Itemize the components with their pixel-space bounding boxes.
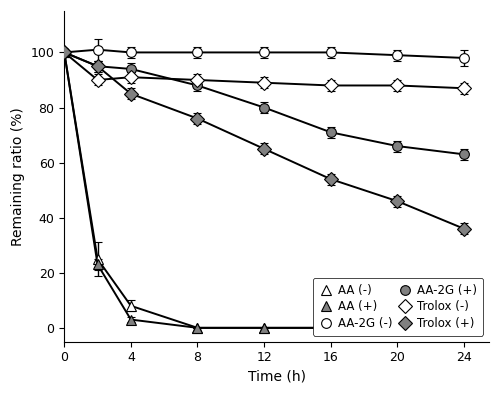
X-axis label: Time (h): Time (h) (248, 370, 306, 384)
Y-axis label: Remaining ratio (%): Remaining ratio (%) (11, 107, 25, 246)
Legend: AA (-), AA (+), AA-2G (-), AA-2G (+), Trolox (-), Trolox (+): AA (-), AA (+), AA-2G (-), AA-2G (+), Tr… (313, 278, 483, 336)
